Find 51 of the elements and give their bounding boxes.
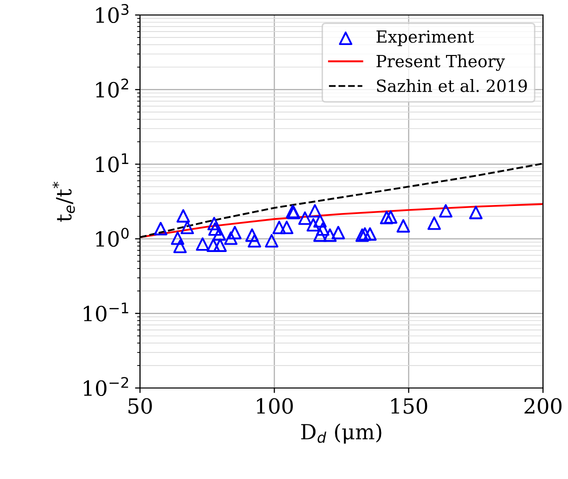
line-series [140,203,543,238]
point [245,228,259,242]
y-axis-title: t$_{e}$/t$^{*}$ [52,182,75,222]
y-tick-label: 10$^{−2}$ [84,376,128,396]
point [264,234,278,248]
point [313,228,327,242]
point [213,238,227,252]
point [180,220,194,234]
x-axis-title: D$_{d}$ (μm) [301,423,382,444]
point [384,210,398,224]
point [396,219,410,233]
point [469,206,483,220]
point [332,226,345,240]
y-tick-label: 10$^{0}$ [96,228,129,247]
point [170,231,184,245]
point [308,204,322,218]
point [206,238,220,252]
point [212,227,226,241]
x-tick-label: 150 [391,398,428,414]
legend-label: Sazhin et al. 2019 [377,79,527,92]
point [313,214,327,228]
legend-label: Present Theory [376,54,505,71]
point [427,216,441,230]
legend-label: Experiment [376,30,474,46]
point [272,220,286,234]
point [323,228,337,242]
point [363,227,377,241]
point [248,234,262,248]
point [224,231,238,245]
point [439,204,452,218]
y-tick-label: 10$^{3}$ [96,4,128,24]
point [380,210,394,224]
point [176,209,190,223]
y-tick-label: 10$^{1}$ [96,153,128,172]
point [306,218,320,232]
x-tick-label: 100 [256,398,293,414]
point [280,220,294,234]
point [228,226,242,240]
x-tick-label: 50 [128,398,152,414]
y-tick-label: 10$^{2}$ [96,78,128,98]
point [207,216,221,230]
point [358,227,372,241]
point [196,237,210,251]
point [355,228,369,242]
y-tick-label: 10$^{−1}$ [84,302,128,322]
point [298,211,312,225]
point [316,222,330,236]
point [208,222,222,236]
point [154,222,168,236]
x-tick-label: 200 [524,398,562,414]
point [173,240,187,254]
